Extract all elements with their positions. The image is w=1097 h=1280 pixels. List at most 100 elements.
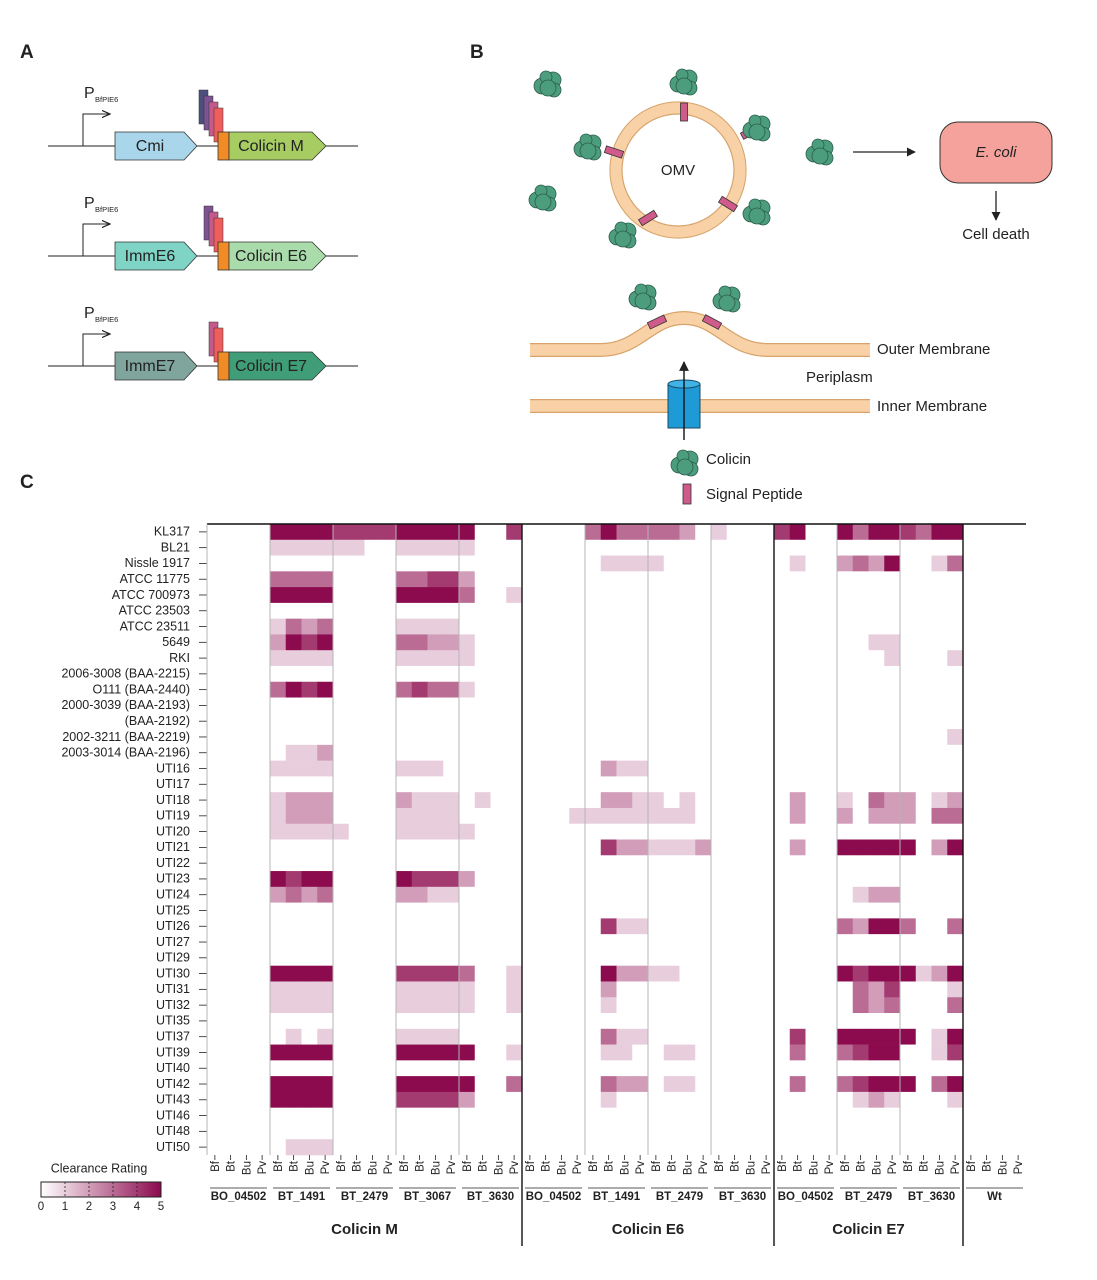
- heatmap-cell: [490, 981, 507, 998]
- heatmap-cell: [396, 839, 413, 856]
- heatmap-cell: [726, 650, 743, 667]
- heatmap-cell: [1010, 839, 1027, 856]
- heatmap-cell: [443, 807, 460, 825]
- heatmap-cell: [537, 744, 554, 761]
- heatmap-cell: [868, 918, 885, 935]
- heatmap-cell: [947, 744, 964, 761]
- heatmap-cell: [915, 886, 932, 903]
- heatmap-cell: [1010, 729, 1027, 746]
- heatmap-cell: [884, 902, 901, 919]
- heatmap-cell: [553, 792, 570, 809]
- heatmap-cell: [553, 729, 570, 746]
- heatmap-cell: [868, 807, 885, 825]
- heatmap-cell: [285, 776, 302, 793]
- heatmap-cell: [805, 855, 822, 872]
- heatmap-cell: [900, 981, 917, 998]
- heatmap-cell: [742, 760, 759, 777]
- heatmap-cell: [648, 886, 665, 903]
- linker: [217, 351, 230, 381]
- heatmap-cell: [900, 571, 917, 588]
- heatmap-cell: [742, 1028, 759, 1045]
- heatmap-cell: [884, 555, 901, 572]
- heatmap-cell: [364, 618, 381, 635]
- heatmap-cell: [522, 681, 539, 698]
- heatmap-cell: [900, 1028, 917, 1045]
- immunity-gene: [114, 131, 198, 161]
- column-label: Bt: [541, 1160, 553, 1172]
- heatmap-cell: [774, 1076, 791, 1093]
- heatmap-cell: [254, 965, 271, 982]
- heatmap-cell: [742, 823, 759, 840]
- colicin-icon: [805, 138, 834, 166]
- heatmap-cell: [490, 681, 507, 698]
- column-label: Bu: [934, 1161, 946, 1175]
- heatmap-cell: [978, 602, 995, 619]
- heatmap-cell: [805, 1091, 822, 1108]
- heatmap-cell: [537, 855, 554, 872]
- heatmap-cell: [301, 871, 318, 888]
- heatmap-cell: [978, 744, 995, 761]
- heatmap-cell: [821, 555, 838, 572]
- row-label: Nissle 1917: [125, 556, 190, 570]
- heatmap-cell: [821, 1028, 838, 1045]
- heatmap-cell: [222, 539, 239, 556]
- heatmap-cell: [600, 1076, 617, 1093]
- heatmap-cell: [978, 886, 995, 903]
- heatmap-cell: [270, 634, 287, 651]
- heatmap-cell: [758, 902, 775, 919]
- heatmap-cell: [994, 839, 1011, 856]
- heatmap-cell: [963, 634, 980, 651]
- heatmap-cell: [758, 1028, 775, 1045]
- heatmap-cell: [884, 792, 901, 809]
- heatmap-cell: [632, 1107, 649, 1124]
- heatmap-cell: [443, 1028, 460, 1045]
- heatmap-cell: [207, 1028, 224, 1045]
- heatmap-cell: [616, 823, 633, 840]
- heatmap-cell: [868, 713, 885, 730]
- heatmap-cell: [884, 587, 901, 604]
- heatmap-cell: [695, 744, 712, 761]
- heatmap-cell: [837, 1028, 854, 1045]
- signal-peptide: [637, 209, 659, 227]
- heatmap-cell: [884, 1076, 901, 1093]
- panel-label: A: [20, 42, 34, 63]
- heatmap-cell: [380, 997, 397, 1014]
- heatmap-cell: [600, 555, 617, 572]
- heatmap-cell: [522, 744, 539, 761]
- group-label: BT_1491: [278, 1191, 326, 1203]
- heatmap-cell: [868, 524, 885, 541]
- heatmap-cell: [553, 1091, 570, 1108]
- heatmap-cell: [711, 1044, 728, 1061]
- heatmap-cell: [270, 760, 287, 777]
- heatmap-cell: [1010, 776, 1027, 793]
- heatmap-cell: [711, 981, 728, 998]
- heatmap-cell: [632, 681, 649, 698]
- heatmap-cell: [301, 981, 318, 998]
- heatmap-cell: [585, 823, 602, 840]
- heatmap-cell: [837, 839, 854, 856]
- heatmap-cell: [254, 1013, 271, 1030]
- heatmap-cell: [616, 650, 633, 667]
- heatmap-cell: [758, 949, 775, 966]
- heatmap-cell: [380, 1091, 397, 1108]
- immunity-gene: [114, 351, 198, 381]
- heatmap-cell: [333, 1076, 350, 1093]
- heatmap-cell: [317, 934, 334, 951]
- heatmap-cell: [837, 934, 854, 951]
- heatmap-cell: [915, 524, 932, 541]
- heatmap-cell: [396, 681, 413, 698]
- heatmap-cell: [569, 918, 586, 935]
- heatmap-cell: [632, 713, 649, 730]
- heatmap-cell: [380, 681, 397, 698]
- heatmap-cell: [569, 1091, 586, 1108]
- heatmap-cell: [648, 981, 665, 998]
- heatmap-cell: [758, 776, 775, 793]
- heatmap-cell: [522, 555, 539, 572]
- heatmap-cell: [679, 1044, 696, 1061]
- heatmap-cell: [285, 839, 302, 856]
- heatmap-cell: [380, 697, 397, 714]
- heatmap-cell: [537, 618, 554, 635]
- heatmap-cell: [238, 792, 255, 809]
- heatmap-cell: [506, 965, 523, 982]
- heatmap-cell: [994, 744, 1011, 761]
